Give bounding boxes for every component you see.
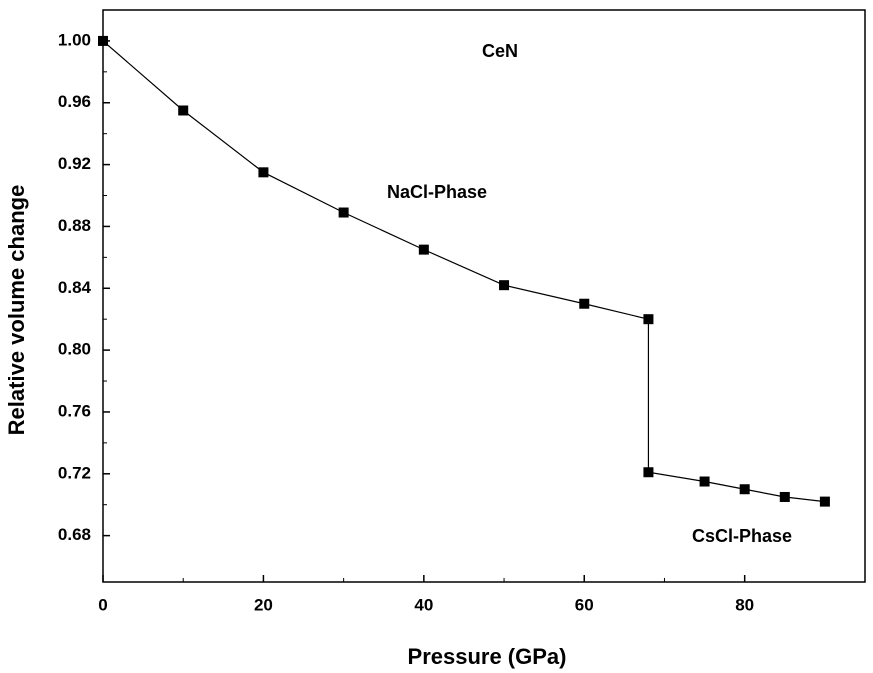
y-tick-label: 0.80 [58,340,91,359]
data-line [102,40,825,503]
y-axis-label: Relative volume change [4,185,29,436]
y-tick-label: 1.00 [58,30,91,49]
annotation: NaCl-Phase [387,182,487,202]
x-tick-label: 60 [575,595,594,614]
data-point [258,167,269,178]
y-tick-label: 0.68 [58,525,91,544]
y-tick-label: 0.92 [58,154,91,173]
data-point [739,484,750,495]
x-tick-label: 20 [254,595,273,614]
data-point [779,491,790,502]
y-tick-label: 0.88 [58,216,91,235]
annotation: CeN [482,41,518,61]
data-point [178,105,189,116]
x-tick-label: 40 [414,595,433,614]
data-point [499,280,510,291]
x-tick-label: 0 [98,595,107,614]
x-axis-label: Pressure (GPa) [408,644,567,669]
data-point [643,467,654,478]
y-tick-label: 0.72 [58,463,91,482]
data-point [418,244,429,255]
data-point [819,496,830,507]
data-point [643,314,654,325]
data-point [98,35,108,46]
annotation: CsCl-Phase [692,526,792,546]
x-tick-label: 80 [735,595,754,614]
y-tick-label: 0.96 [58,92,91,111]
y-tick-label: 0.84 [58,278,92,297]
data-point [699,476,710,487]
data-point [338,207,349,218]
data-point [579,298,590,309]
y-tick-label: 0.76 [58,401,91,420]
plot-frame [102,9,866,583]
